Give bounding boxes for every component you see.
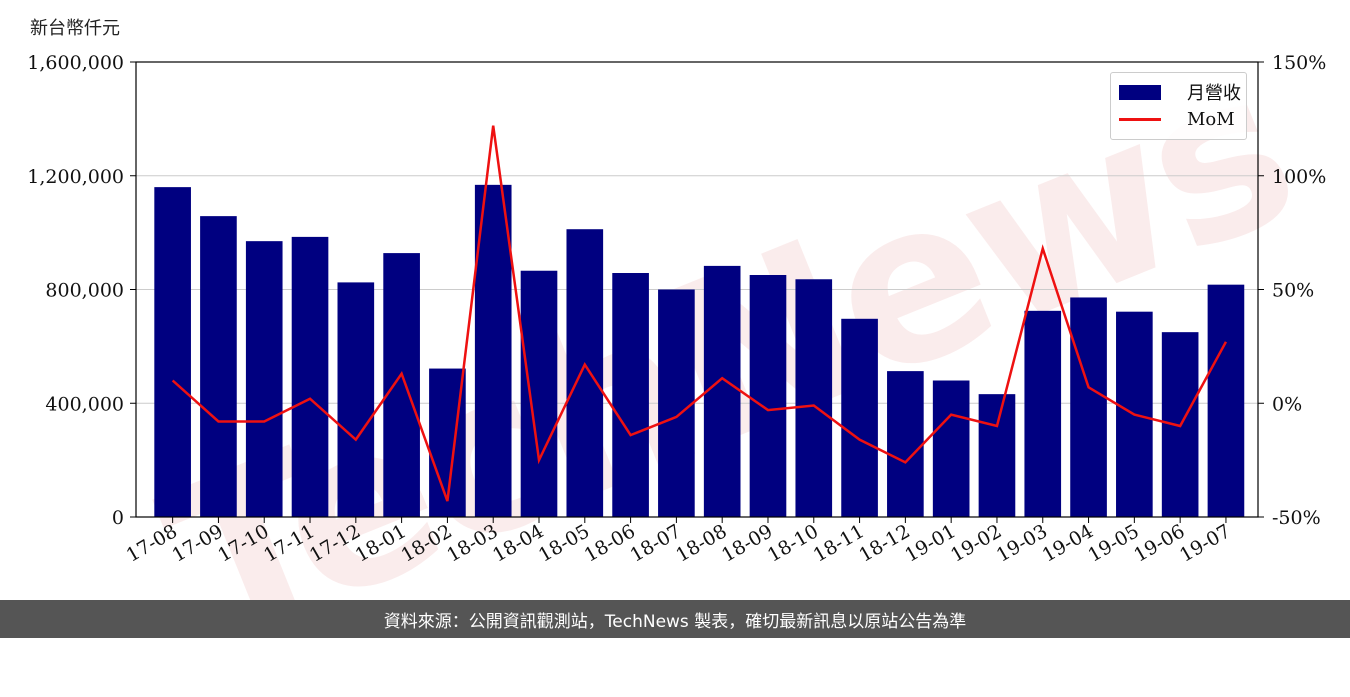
revenue-bar xyxy=(1207,284,1245,517)
revenue-bar xyxy=(154,187,191,517)
y-right-tick-label: 150% xyxy=(1272,52,1326,74)
revenue-bar xyxy=(337,282,375,517)
x-tick-label: 18-11 xyxy=(810,520,868,566)
chart-legend: 月營收 MoM xyxy=(1110,72,1247,140)
revenue-bar xyxy=(932,380,970,517)
x-tick-label: 18-09 xyxy=(718,520,776,566)
chart-svg: 0 400,000 800,000 1,200,000 1,600,000 -50% 0% 5… xyxy=(27,52,1326,567)
legend-item-revenue: 月營收 xyxy=(1119,79,1241,105)
chart-area: TechNews 新台幣仟元 0400,000800,0001,200,0001… xyxy=(27,18,1326,697)
revenue-bar xyxy=(1024,310,1062,517)
y-right-tick-label: -50% xyxy=(1272,507,1321,529)
x-tick-label: 18-03 xyxy=(443,520,501,566)
revenue-bar xyxy=(749,274,787,517)
x-tick-label: 17-10 xyxy=(214,520,272,566)
y-left-tick-label: 0 xyxy=(112,507,124,529)
y-left-tick-label: 800,000 xyxy=(45,280,124,302)
revenue-bar xyxy=(978,394,1016,517)
y-axis-unit-label: 新台幣仟元 xyxy=(30,18,120,39)
x-tick-label: 19-03 xyxy=(993,520,1051,566)
y-left-tick-label: 1,600,000 xyxy=(27,52,124,74)
y-left-tick-label: 400,000 xyxy=(45,393,124,415)
revenue-bar xyxy=(612,273,649,517)
revenue-bar xyxy=(795,279,833,517)
x-tick-label: 19-02 xyxy=(947,520,1005,566)
revenue-bar xyxy=(566,229,604,517)
x-tick-label: 18-10 xyxy=(764,520,822,566)
revenue-bar xyxy=(658,289,695,517)
x-tick-label: 17-12 xyxy=(306,520,364,566)
revenue-bar xyxy=(245,241,283,517)
x-tick-label: 19-01 xyxy=(901,520,959,566)
revenue-bar xyxy=(474,184,512,517)
revenue-bar xyxy=(841,318,878,517)
revenue-bar xyxy=(887,371,924,517)
x-tick-label: 18-06 xyxy=(581,520,639,566)
legend-swatch-bar xyxy=(1119,84,1161,100)
revenue-bar xyxy=(520,270,558,517)
x-tick-label: 17-08 xyxy=(123,520,181,566)
x-tick-label: 19-05 xyxy=(1084,520,1142,566)
legend-label-mom: MoM xyxy=(1187,109,1235,130)
legend-label-revenue: 月營收 xyxy=(1187,83,1241,104)
x-tick-label: 18-07 xyxy=(626,520,684,566)
x-tick-label: 18-01 xyxy=(352,520,410,566)
legend-item-mom: MoM xyxy=(1119,109,1235,130)
legend-swatch-line xyxy=(1119,118,1161,121)
source-footer: 資料來源：公開資訊觀測站，TechNews 製表，確切最新訊息以原站公告為準 xyxy=(0,600,1350,638)
revenue-bar xyxy=(703,265,741,517)
x-tick-label: 18-05 xyxy=(535,520,593,566)
y-left-tick-label: 1,200,000 xyxy=(27,166,124,188)
x-tick-label: 19-07 xyxy=(1176,520,1234,566)
x-tick-label: 18-08 xyxy=(672,520,730,566)
x-tick-label: 18-04 xyxy=(489,520,547,566)
y-right-tick-label: 100% xyxy=(1272,166,1326,188)
revenue-bar xyxy=(383,253,420,517)
x-tick-label: 18-12 xyxy=(855,520,913,566)
revenue-bar xyxy=(1070,297,1107,517)
mom-line xyxy=(171,125,1228,502)
x-tick-label: 19-06 xyxy=(1130,520,1188,566)
x-tick-label: 19-04 xyxy=(1039,520,1097,566)
x-tick-label: 17-09 xyxy=(168,520,226,566)
x-tick-label: 17-11 xyxy=(260,520,318,566)
y-right-tick-label: 50% xyxy=(1272,280,1314,302)
x-tick-label: 18-02 xyxy=(397,520,455,566)
revenue-bar xyxy=(291,236,329,517)
y-right-tick-label: 0% xyxy=(1272,393,1302,415)
revenue-bar xyxy=(200,216,237,517)
